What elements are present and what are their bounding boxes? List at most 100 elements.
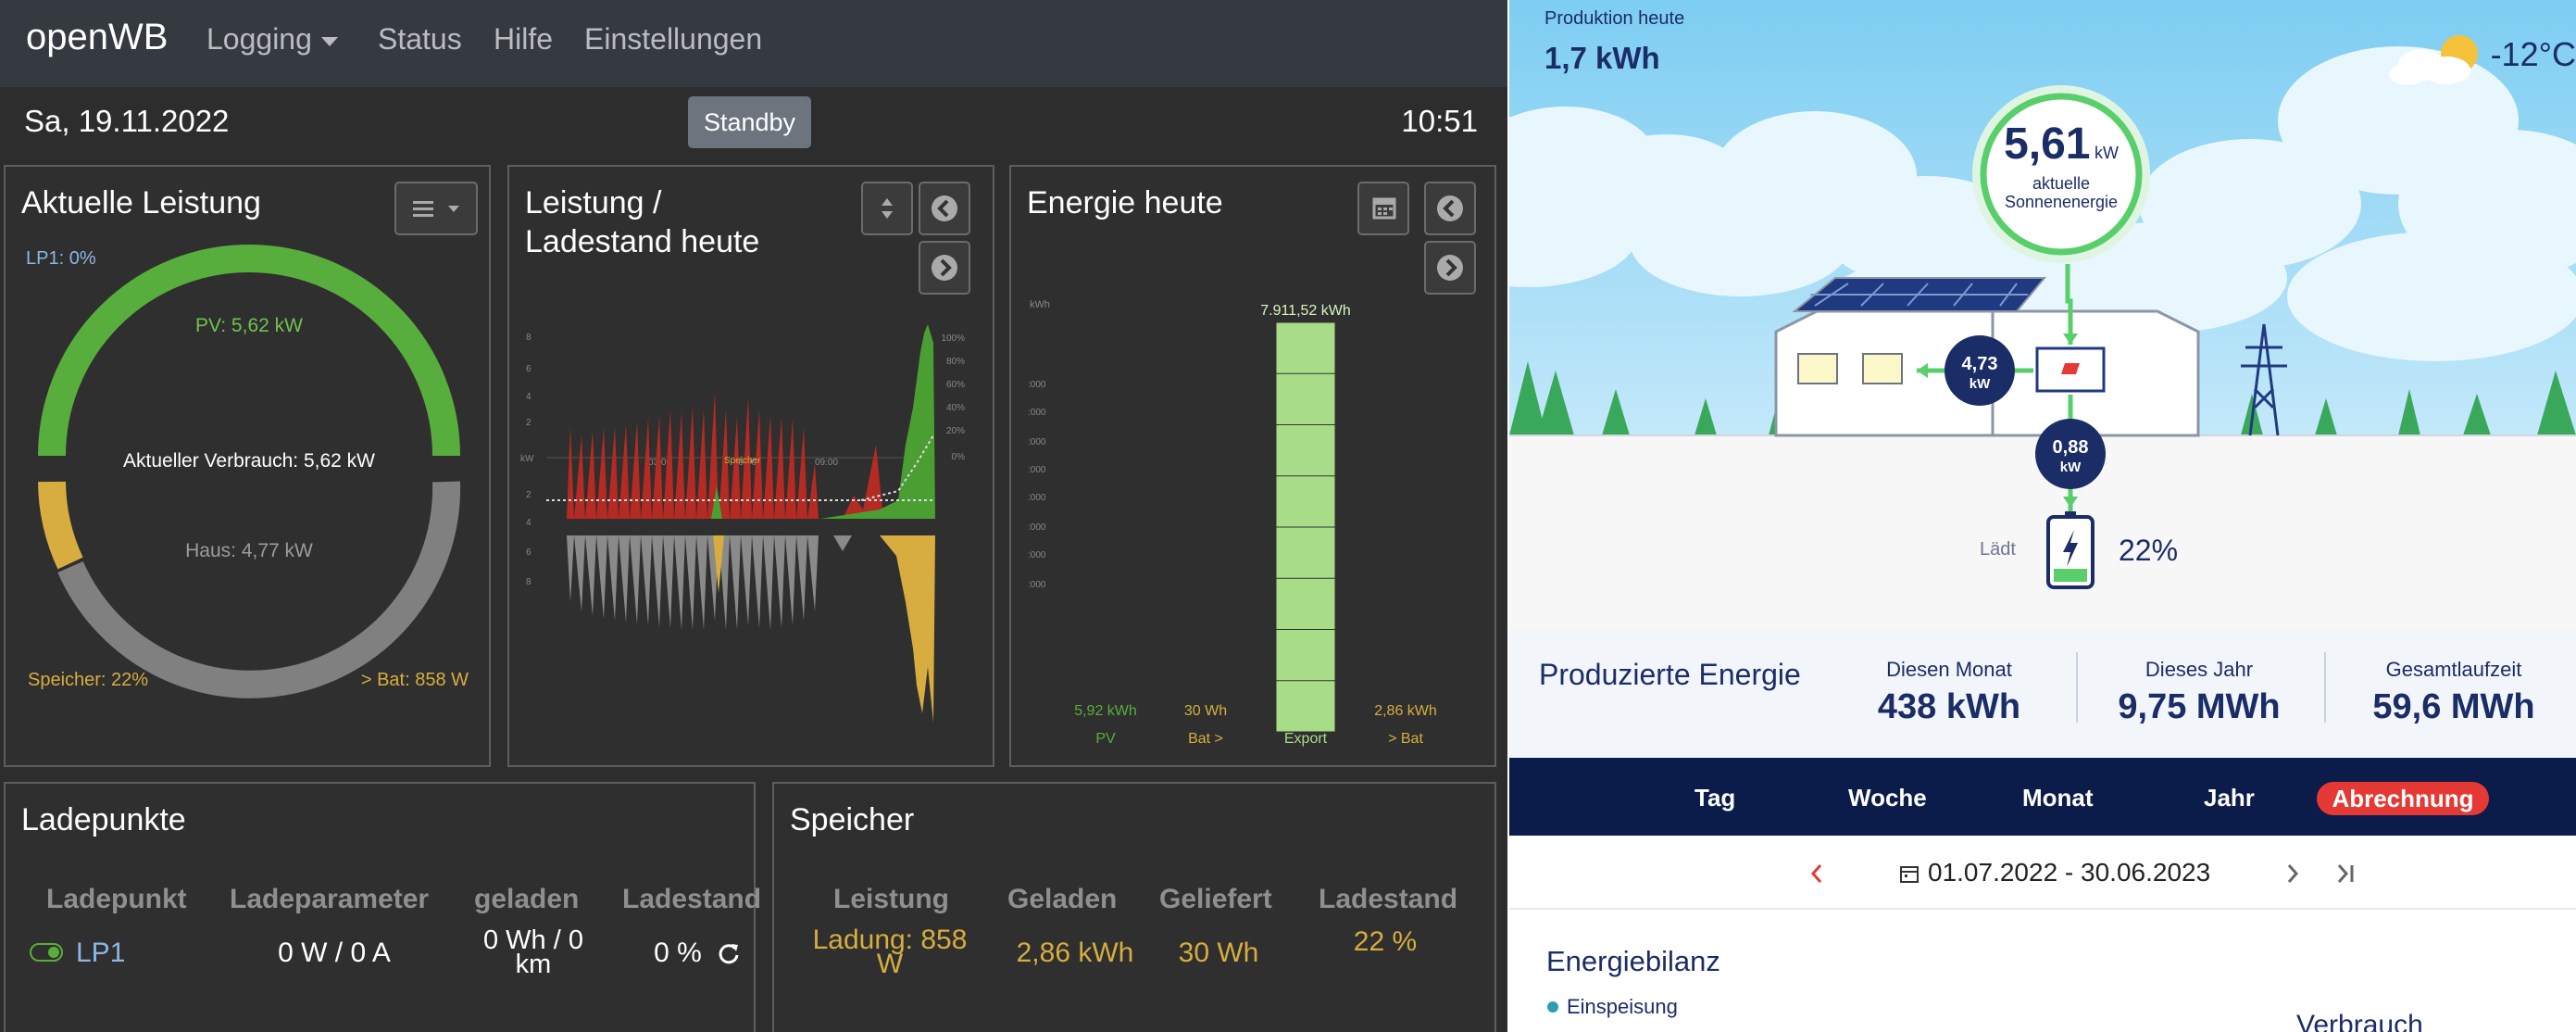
energy-card: Energie heute kWh :000:000:000:000:000:0… [1009,165,1496,767]
energy-value-label: 5,92 kWh [1074,703,1137,719]
history-card: Leistung / Ladestand heute 8 6 4 2 kW 2 4 6 8 100%… [507,165,994,767]
chargepoints-card: Ladepunkte Ladepunkt Ladeparameter gelad… [4,782,761,1032]
current-time: 10:51 [1401,104,1478,138]
total-value: 59,6 MWh [2372,687,2535,726]
charged-line2: km [515,950,552,979]
energy-y-tick: :000 [1028,380,1046,390]
separator [1509,908,2576,910]
pv-label: PV: 5,62 kW [195,315,303,336]
tab-year[interactable]: Jahr [2204,784,2255,812]
sort-icon [882,198,893,219]
col-power: Leistung [833,884,949,914]
charged-value: 0 Wh / 0 km [459,925,607,979]
date-range[interactable]: 01.07.2022 - 30.06.2023 [1928,858,2211,887]
battery-flow-unit: kW [2059,459,2082,475]
nav-logging[interactable]: Logging [206,22,338,57]
year-label: Dieses Jahr [2145,658,2254,681]
calendar-icon [1372,197,1396,220]
produced-energy-section: Produzierte Energie Diesen Monat 438 kWh… [1509,630,2576,758]
power-pylon-icon [2241,323,2287,436]
brand-logo[interactable]: openWB [26,17,169,57]
production-label: Produktion heute [1544,8,1685,29]
battery-area [713,535,935,723]
history-y2-tick: 80% [946,357,965,367]
energy-category-label: Bat > [1188,731,1223,747]
battery-flow-circle [2035,419,2106,489]
calendar-button[interactable] [1357,182,1409,235]
toggle-on-icon[interactable] [30,943,63,962]
chargepoints-title: Ladepunkte [21,802,186,837]
storage-power-value: Ladung: 858 W [793,925,987,979]
storage-power-line2: W [876,949,904,979]
energy-value-label: 2,86 kWh [1374,703,1437,719]
legend-dot-icon [1547,1001,1558,1013]
energy-y-tick: :000 [1028,465,1046,475]
col-soc: Ladestand [622,884,762,914]
col-charge-params: Ladeparameter [230,884,430,914]
total-label: Gesamtlaufzeit [2385,658,2522,681]
col-chargepoint: Ladepunkt [46,884,187,914]
standby-button[interactable]: Standby [688,96,811,148]
list-menu-icon [413,201,459,217]
storage-charged-value: 2,86 kWh [1016,938,1134,968]
house-flow-circle [1945,335,2015,406]
nav-settings[interactable]: Einstellungen [584,22,763,56]
skip-end-icon[interactable] [2333,860,2357,887]
tab-billing[interactable]: Abrechnung [2317,782,2489,815]
month-value: 438 kWh [1877,687,2021,726]
energy-y-tick: :000 [1028,437,1046,447]
history-y-tick: 2 [526,418,531,428]
stats-separator [2076,652,2078,723]
history-x-tick: 09:00 [815,458,838,468]
tab-week[interactable]: Woche [1848,784,1927,812]
storage-delivered-value: 30 Wh [1178,938,1259,968]
storage-card: Speicher Leistung Geladen Geliefert Lade… [772,782,1496,1032]
energy-y-tick: :000 [1028,522,1046,533]
energy-next-button[interactable] [1424,241,1476,295]
pv-area [711,324,935,519]
menu-button[interactable] [394,182,478,235]
refresh-icon[interactable] [717,941,741,965]
history-y2-tick: 100% [941,334,965,344]
soc-value: 0 % [654,938,702,968]
sort-button[interactable] [861,182,913,235]
panel-divider [1507,0,1509,1032]
speicher-chart-label: Speicher [724,456,761,466]
consumption-label: Aktueller Verbrauch: 5,62 kW [123,450,375,472]
energy-value-label: 7.911,52 kWh [1260,303,1351,319]
history-y2-tick: 20% [946,426,965,436]
house-label: Haus: 4,77 kW [185,540,313,561]
temperature: -12°C [2490,35,2576,73]
stats-separator [2324,652,2326,723]
chevron-right-icon[interactable] [2283,860,2302,887]
energy-chart: kWh :000:000:000:000:000:000:000:000 5,9… [1028,299,1437,747]
house-flow-unit: kW [1969,376,1991,392]
tab-month[interactable]: Monat [2022,784,2094,812]
history-y-tick: 8 [526,333,531,343]
production-value: 1,7 kWh [1544,41,1660,75]
chevron-right-icon [1437,255,1463,281]
energy-category-label: Export [1284,731,1328,747]
next-button[interactable] [919,241,970,295]
energy-prev-button[interactable] [1424,182,1476,235]
chevron-left-icon[interactable] [1807,860,1826,887]
energy-category-label: > Bat [1388,731,1423,747]
battery-flow-value: 0,88 [2052,437,2089,458]
prev-button[interactable] [919,182,970,235]
openwb-panel: openWB Logging Status Hilfe Einstellunge… [0,0,1507,1032]
current-date: Sa, 19.11.2022 [24,104,230,138]
battery-icon [2046,511,2095,589]
chargepoint-name-link[interactable]: LP1 [76,938,126,968]
energy-unit-label: kWh [1030,299,1050,310]
history-y2-tick: 60% [946,380,965,390]
charged-line1: 0 Wh / 0 [483,925,583,955]
history-y-tick: 4 [526,392,531,402]
storage-power-line1: Ladung: 858 [812,925,968,955]
produced-title: Produzierte Energie [1539,658,1801,691]
sun-label-2: Sonnenenergie [2004,193,2119,211]
history-y-tick: 8 [526,577,531,587]
nav-status[interactable]: Status [378,22,462,56]
battery-state: Lädt [1980,539,2016,560]
tab-day[interactable]: Tag [1694,784,1736,812]
nav-help[interactable]: Hilfe [494,22,554,56]
